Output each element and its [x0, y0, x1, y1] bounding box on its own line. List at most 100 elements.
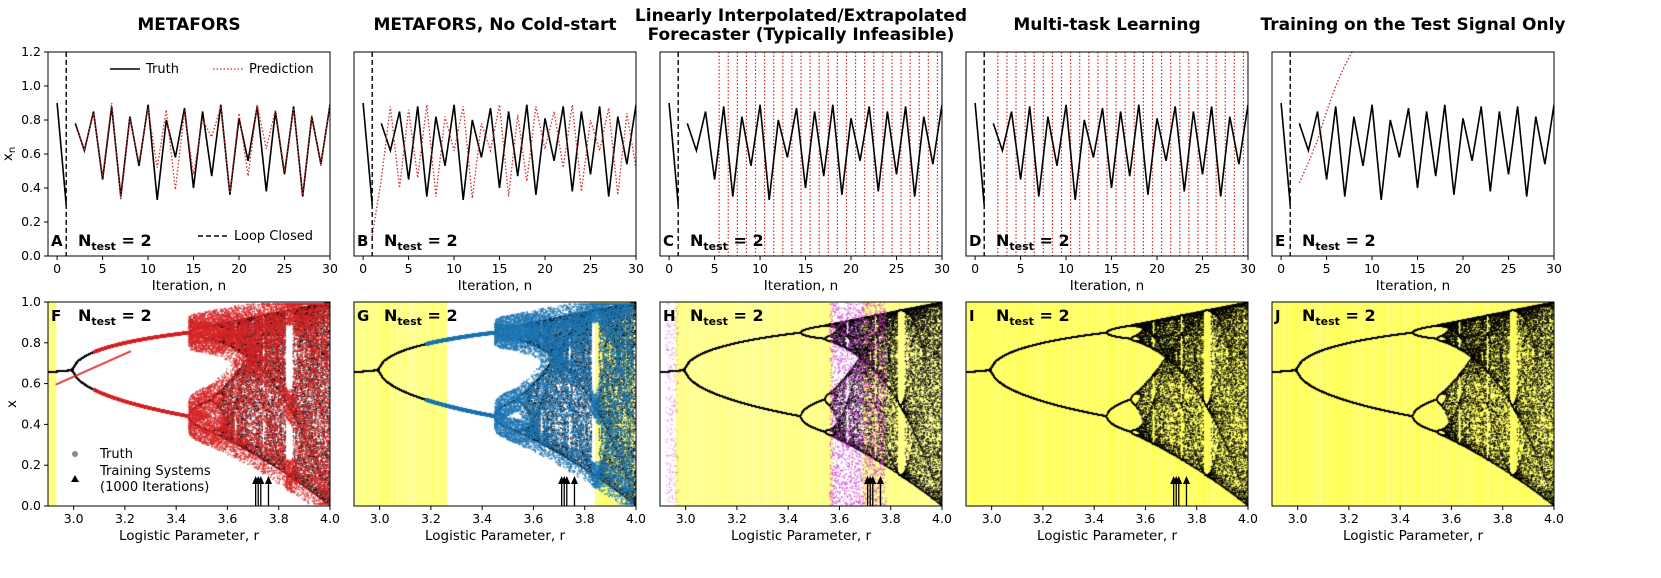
- panel-D-xtick-label: 25: [1195, 261, 1211, 276]
- panel-F-xtick-label: 4.0: [320, 511, 340, 526]
- axes-frame: [659, 51, 943, 257]
- panel-F-ytick-label: 1.0: [21, 294, 41, 309]
- truth-line: [56, 102, 67, 206]
- ntest-label: Ntest = 2: [690, 231, 764, 253]
- panel-G-xtick-label: 3.6: [524, 511, 544, 526]
- panel-I-xlabel: Logistic Parameter, r: [1037, 528, 1177, 544]
- panel-I-xtick-label: 3.8: [1187, 511, 1207, 526]
- training-arrow-head: [563, 476, 571, 484]
- panel-J-xtick-label: 3.0: [1288, 511, 1308, 526]
- panel-J-xtick-label: 3.6: [1442, 511, 1462, 526]
- training-arrow-head: [1182, 476, 1190, 484]
- panel-D: Multi-task Learning 0 5 10 15 20 25 30 Iteration…: [965, 15, 1256, 294]
- panel-title: Training on the Test Signal Only: [1261, 15, 1566, 35]
- bifurcation-raster: [354, 302, 636, 506]
- bifurcation-raster: [48, 302, 330, 506]
- panel-letter: F: [51, 307, 61, 325]
- legend: Truth Training Systems(1000 Iterations): [71, 447, 211, 495]
- panel-H-xlabel: Logistic Parameter, r: [731, 528, 871, 544]
- panel-A-ytick-label: 0.4: [21, 180, 41, 195]
- panel-J-xtick-label: 3.8: [1493, 511, 1513, 526]
- panel-A-xtick-label: 0: [53, 261, 61, 276]
- panel-C-xtick-label: 5: [711, 261, 719, 276]
- panel-D-xtick-label: 15: [1104, 261, 1120, 276]
- panel-title: Forecaster (Typically Infeasible): [648, 25, 955, 45]
- axes-frame: [1271, 51, 1555, 257]
- panel-D-xtick-label: 20: [1149, 261, 1165, 276]
- panel-G-xlabel: Logistic Parameter, r: [425, 528, 565, 544]
- legend-truth-label: Truth: [99, 447, 133, 462]
- axes-frame: [47, 301, 331, 507]
- panel-B-xtick-label: 20: [537, 261, 553, 276]
- panel-F-xtick-label: 3.0: [64, 511, 84, 526]
- panel-J-xlabel: Logistic Parameter, r: [1343, 528, 1483, 544]
- axes-frame: [353, 51, 637, 257]
- ntest-label: Ntest = 2: [384, 306, 458, 328]
- panel-E-xlabel: Iteration, n: [1376, 278, 1450, 294]
- panel-E: Training on the Test Signal Only 0 5 10 15 20…: [1261, 15, 1566, 294]
- panel-letter: I: [969, 307, 975, 325]
- panel-A-ytick-label: 1.0: [21, 78, 41, 93]
- panel-B-xtick-label: 5: [405, 261, 413, 276]
- ntest-label: Ntest = 2: [1302, 231, 1376, 253]
- panel-B-xtick-label: 0: [359, 261, 367, 276]
- y-axis-label: xn: [0, 147, 18, 161]
- panel-H: 3.0 3.2 3.4 3.6 3.8 4.0 Logistic Parameter, r H…: [659, 301, 952, 544]
- panel-A-ytick-label: 0.2: [21, 214, 41, 229]
- bifurcation-raster: [966, 302, 1248, 506]
- panel-F-xtick-label: 3.8: [269, 511, 289, 526]
- training-arrow-head: [876, 476, 884, 484]
- panel-F-ytick-label: 0.6: [21, 376, 41, 391]
- panel-F-xtick-label: 3.4: [166, 511, 186, 526]
- panel-A-xtick-label: 15: [186, 261, 202, 276]
- legend-prediction-label: Prediction: [249, 62, 314, 77]
- panel-A-ytick-label: 1.2: [21, 44, 41, 59]
- panel-D-xtick-label: 0: [971, 261, 979, 276]
- panel-F-xtick-label: 3.2: [115, 511, 135, 526]
- panel-D-xtick-label: 10: [1058, 261, 1074, 276]
- panel-B-xtick-label: 25: [583, 261, 599, 276]
- panel-F-ytick-label: 0.2: [21, 457, 41, 472]
- panel-title: METAFORS: [137, 15, 240, 35]
- panel-A-xtick-label: 10: [140, 261, 156, 276]
- panel-A-xtick-label: 30: [322, 261, 338, 276]
- panel-I-xtick-label: 3.0: [982, 511, 1002, 526]
- panel-A-ytick-label: 0.6: [21, 146, 41, 161]
- panel-I-xtick-label: 3.4: [1084, 511, 1104, 526]
- panel-C-xtick-label: 30: [934, 261, 950, 276]
- y-axis-label: x: [4, 400, 20, 408]
- truth-line: [380, 104, 636, 200]
- panel-C: Linearly Interpolated/ExtrapolatedForeca…: [635, 6, 967, 294]
- panel-C-xtick-label: 15: [798, 261, 814, 276]
- ntest-label: Ntest = 2: [1302, 306, 1376, 328]
- panel-J: 3.0 3.2 3.4 3.6 3.8 4.0 Logistic Parameter, r J…: [1271, 301, 1564, 544]
- panel-letter: D: [969, 232, 981, 250]
- prediction-line: [1298, 52, 1353, 184]
- panel-J-xtick-label: 3.2: [1339, 511, 1359, 526]
- training-arrow-head: [869, 476, 877, 484]
- ntest-label: Ntest = 2: [384, 231, 458, 253]
- panel-A-xtick-label: 5: [99, 261, 107, 276]
- ntest-label: Ntest = 2: [78, 231, 152, 253]
- panel-G-xtick-label: 3.0: [370, 511, 390, 526]
- training-arrow-head: [264, 476, 272, 484]
- panel-B: METAFORS, No Cold-start 0 5 10 15 20 25 30 Itera…: [353, 15, 644, 294]
- panel-H-xtick-label: 4.0: [932, 511, 952, 526]
- ntest-label: Ntest = 2: [996, 231, 1070, 253]
- panel-I-xtick-label: 3.6: [1136, 511, 1156, 526]
- truth-line: [668, 102, 679, 206]
- bifurcation-raster: [660, 302, 942, 506]
- legend-truth-marker: [72, 451, 78, 457]
- plot-content: [974, 52, 1248, 256]
- panel-B-xtick-label: 15: [492, 261, 508, 276]
- legend-training-sublabel: (1000 Iterations): [100, 480, 209, 495]
- panel-E-xtick-label: 10: [1364, 261, 1380, 276]
- bifurcation-raster: [1272, 302, 1554, 506]
- panel-G-xtick-label: 3.2: [421, 511, 441, 526]
- truth-line: [686, 104, 942, 200]
- truth-line: [1298, 104, 1554, 200]
- panel-letter: C: [663, 232, 674, 250]
- panel-H-xtick-label: 3.6: [830, 511, 850, 526]
- truth-line: [1280, 102, 1291, 206]
- panel-C-xtick-label: 10: [752, 261, 768, 276]
